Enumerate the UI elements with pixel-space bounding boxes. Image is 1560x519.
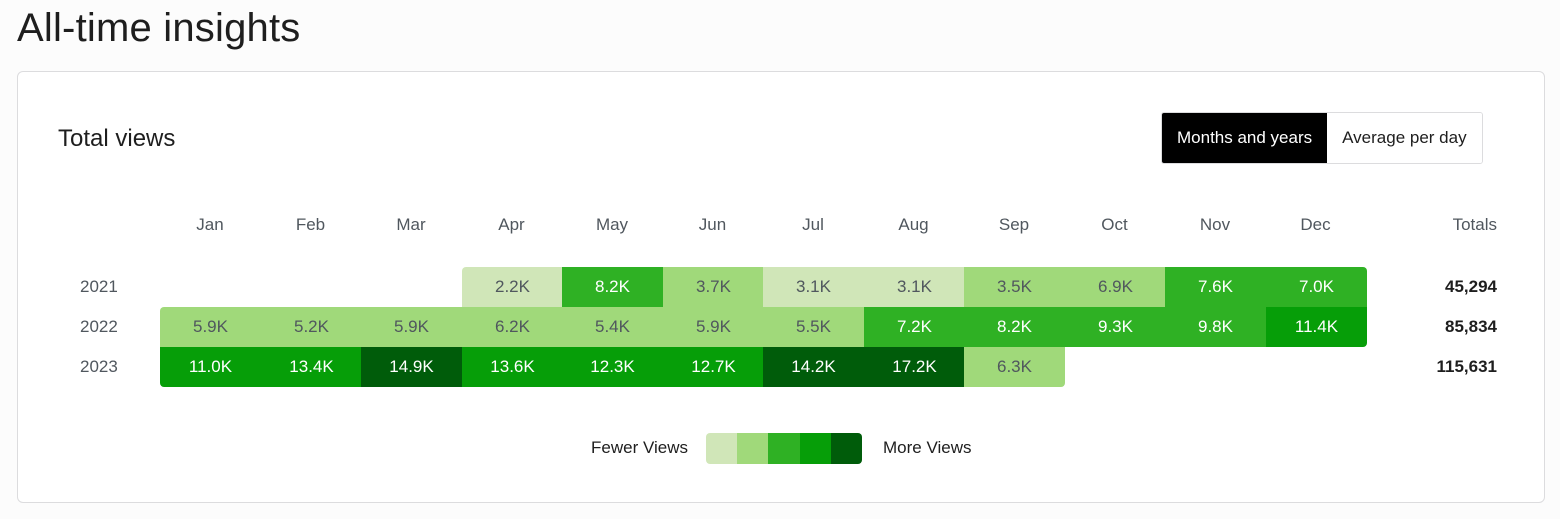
heatmap-cell-2023-mar[interactable]: 14.9K — [361, 347, 462, 387]
month-header-feb: Feb — [295, 215, 326, 234]
heatmap-cell-2022-may[interactable]: 5.4K — [562, 307, 663, 347]
year-label-2023: 2023 — [80, 357, 118, 376]
heatmap-cell-2023-apr[interactable]: 13.6K — [462, 347, 563, 387]
heatmap-cell-2022-jun[interactable]: 5.9K — [663, 307, 764, 347]
year-label-2021: 2021 — [80, 277, 118, 296]
heatmap-cell-2021-jun[interactable]: 3.7K — [663, 267, 764, 307]
heatmap-cell-2022-oct[interactable]: 9.3K — [1065, 307, 1166, 347]
legend-swatch-level-1 — [706, 433, 738, 464]
total-views-card: Total views Months and years Average per… — [17, 71, 1545, 503]
legend-fewer-views-label: Fewer Views — [591, 438, 688, 457]
heatmap-cell-2021-oct[interactable]: 6.9K — [1065, 267, 1166, 307]
legend-swatch-level-3 — [768, 433, 800, 464]
heatmap-cell-2022-sep[interactable]: 8.2K — [964, 307, 1065, 347]
heatmap-cell-2021-aug[interactable]: 3.1K — [864, 267, 965, 307]
heatmap-cell-2022-nov[interactable]: 9.8K — [1165, 307, 1266, 347]
heatmap-cell-2021-sep[interactable]: 3.5K — [964, 267, 1065, 307]
card-title: Total views — [58, 125, 176, 152]
heatmap-cell-2022-dec[interactable]: 11.4K — [1266, 307, 1367, 347]
heatmap-cell-2022-jan[interactable]: 5.9K — [160, 307, 261, 347]
view-toggle: Months and years Average per day — [1161, 112, 1483, 164]
heatmap-cell-2023-may[interactable]: 12.3K — [562, 347, 663, 387]
totals-header: Totals — [1452, 215, 1497, 234]
heatmap-cell-2022-mar[interactable]: 5.9K — [361, 307, 462, 347]
legend-swatch-level-4 — [799, 433, 831, 464]
heatmap-cell-2023-jan[interactable]: 11.0K — [160, 347, 261, 387]
heatmap-cell-2023-feb[interactable]: 13.4K — [261, 347, 362, 387]
average-per-day-button[interactable]: Average per day — [1327, 113, 1482, 163]
month-header-dec: Dec — [1300, 215, 1331, 234]
heatmap-cell-2021-dec[interactable]: 7.0K — [1266, 267, 1367, 307]
heatmap-cell-2021-jul[interactable]: 3.1K — [763, 267, 864, 307]
row-total-2021: 45,294 — [1445, 277, 1497, 296]
row-total-2023: 115,631 — [1436, 357, 1497, 376]
month-header-apr: Apr — [498, 215, 525, 234]
year-label-2022: 2022 — [80, 317, 118, 336]
heatmap-cell-2022-jul[interactable]: 5.5K — [763, 307, 864, 347]
month-header-jun: Jun — [698, 215, 727, 234]
heatmap-cell-2021-may[interactable]: 8.2K — [562, 267, 663, 307]
legend-color-scale — [706, 433, 862, 464]
heatmap-cell-2023-jun[interactable]: 12.7K — [663, 347, 764, 387]
month-header-oct: Oct — [1101, 215, 1128, 234]
month-header-mar: Mar — [396, 215, 426, 234]
legend-swatch-level-2 — [737, 433, 769, 464]
heatmap-cell-2022-apr[interactable]: 6.2K — [462, 307, 563, 347]
legend-swatch-level-5 — [830, 433, 862, 464]
month-header-nov: Nov — [1199, 215, 1231, 234]
heatmap-cell-2023-jul[interactable]: 14.2K — [763, 347, 864, 387]
page-title: All-time insights — [17, 6, 301, 50]
month-header-may: May — [595, 215, 629, 234]
legend-more-views-label: More Views — [883, 438, 972, 457]
heatmap-cell-2022-aug[interactable]: 7.2K — [864, 307, 965, 347]
month-header-jan: Jan — [196, 215, 224, 234]
month-header-aug: Aug — [898, 215, 929, 234]
heatmap-cell-2021-apr[interactable]: 2.2K — [462, 267, 563, 307]
row-total-2022: 85,834 — [1445, 317, 1497, 336]
heatmap-cell-2021-nov[interactable]: 7.6K — [1165, 267, 1266, 307]
month-header-jul: Jul — [802, 215, 824, 234]
heatmap-cell-2023-aug[interactable]: 17.2K — [864, 347, 965, 387]
heatmap-cell-2022-feb[interactable]: 5.2K — [261, 307, 362, 347]
month-header-sep: Sep — [998, 215, 1030, 234]
months-and-years-button[interactable]: Months and years — [1162, 113, 1328, 163]
heatmap-cell-2023-sep[interactable]: 6.3K — [964, 347, 1065, 387]
